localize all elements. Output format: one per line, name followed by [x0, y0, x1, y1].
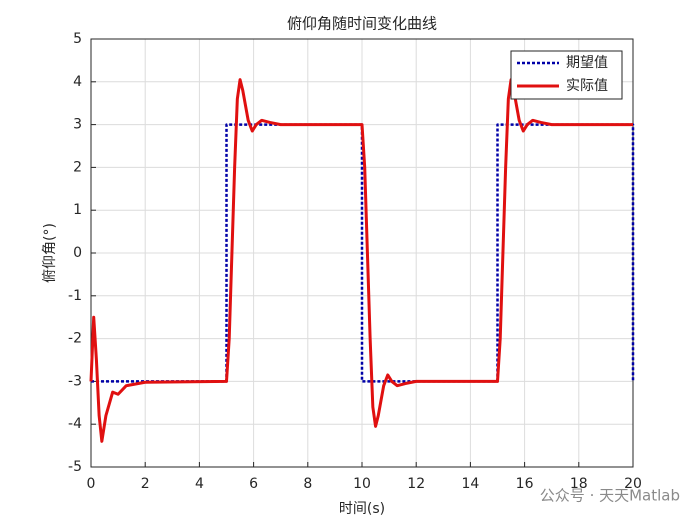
y-tick-label: 0 — [73, 245, 82, 261]
x-tick-label: 6 — [249, 476, 258, 492]
y-tick-label: 2 — [73, 159, 82, 175]
x-tick-label: 0 — [87, 476, 96, 492]
x-tick-label: 14 — [461, 476, 479, 492]
x-axis-label: 时间(s) — [339, 501, 385, 517]
y-tick-label: -1 — [68, 288, 82, 304]
x-tick-label: 8 — [303, 476, 312, 492]
legend-box — [510, 50, 623, 100]
y-tick-label: 4 — [73, 74, 82, 90]
x-tick-label: 16 — [516, 476, 534, 492]
y-tick-label: 1 — [73, 202, 82, 218]
y-tick-label: -5 — [68, 459, 82, 475]
y-tick-label: -2 — [68, 331, 82, 347]
chart-title: 俯仰角随时间变化曲线 — [287, 15, 437, 33]
watermark: 公众号 · 天天Matlab — [540, 487, 680, 505]
y-tick-label: 5 — [73, 31, 82, 47]
x-tick-label: 4 — [195, 476, 204, 492]
y-tick-label: -3 — [68, 373, 82, 389]
y-axis-label: 俯仰角(°) — [42, 223, 58, 283]
x-tick-label: 12 — [407, 476, 425, 492]
y-tick-label: -4 — [68, 416, 82, 432]
x-tick-label: 18 — [570, 476, 588, 492]
x-tick-label: 10 — [353, 476, 371, 492]
y-tick-label: 3 — [73, 117, 82, 133]
legend-label: 实际值 — [566, 78, 608, 94]
x-tick-label: 2 — [141, 476, 150, 492]
legend-label: 期望值 — [566, 55, 608, 71]
x-tick-label: 20 — [624, 476, 642, 492]
